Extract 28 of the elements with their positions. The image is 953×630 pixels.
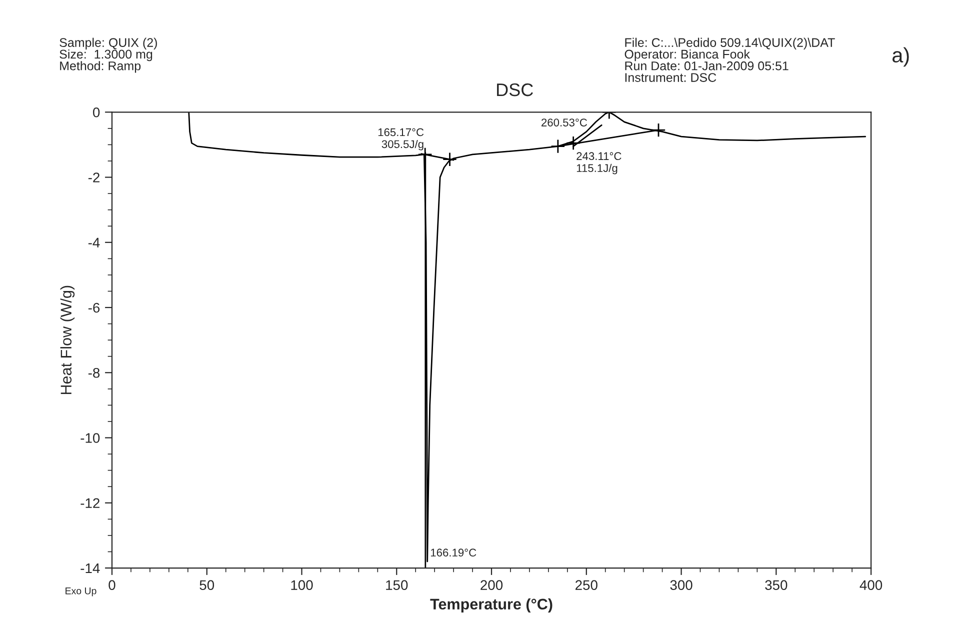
x-axis-title: Temperature (°C) bbox=[430, 598, 552, 613]
y-tick-label: -6 bbox=[88, 302, 100, 313]
x-tick-label: 0 bbox=[108, 580, 116, 590]
annotation: 165.17°C 305.5J/g bbox=[378, 128, 424, 150]
y-tick-label: 0 bbox=[92, 107, 100, 118]
y-tick-label: -8 bbox=[88, 368, 100, 378]
text: File: C:...\Pedido 509.14\QUIX(2)\DAT Operator: Bianca Fook Run Date: 01-Jan-2009 05:51 Instrument: DSC bbox=[624, 38, 835, 82]
x-tick-label: 50 bbox=[200, 580, 214, 590]
chart-title: DSC bbox=[497, 83, 533, 96]
x-tick-label: 150 bbox=[386, 580, 408, 590]
x-tick-label: 250 bbox=[576, 580, 598, 590]
y-tick-label: -4 bbox=[88, 238, 100, 248]
annotation: 166.19°C bbox=[430, 548, 476, 557]
x-tick-label: 400 bbox=[860, 580, 882, 590]
y-axis-title: Heat Flow (W/g) bbox=[60, 286, 75, 394]
x-tick-label: 200 bbox=[480, 580, 503, 590]
text: a) bbox=[892, 47, 909, 67]
text: Exo Up bbox=[66, 588, 96, 596]
y-tick-label: -12 bbox=[80, 498, 100, 508]
annotation: 260.53°C bbox=[542, 118, 587, 126]
annotation: 243.11°C 115.1J/g bbox=[576, 152, 622, 174]
x-tick-label: 300 bbox=[670, 580, 692, 590]
text: Sample: QUIX (2) Size: 1.3000 mg Method: Ramp bbox=[60, 38, 157, 73]
x-tick-label: 100 bbox=[291, 580, 313, 590]
y-tick-label: -14 bbox=[80, 563, 100, 574]
x-tick-label: 350 bbox=[765, 580, 788, 590]
y-tick-label: -2 bbox=[88, 172, 100, 182]
y-tick-label: -10 bbox=[80, 433, 100, 443]
